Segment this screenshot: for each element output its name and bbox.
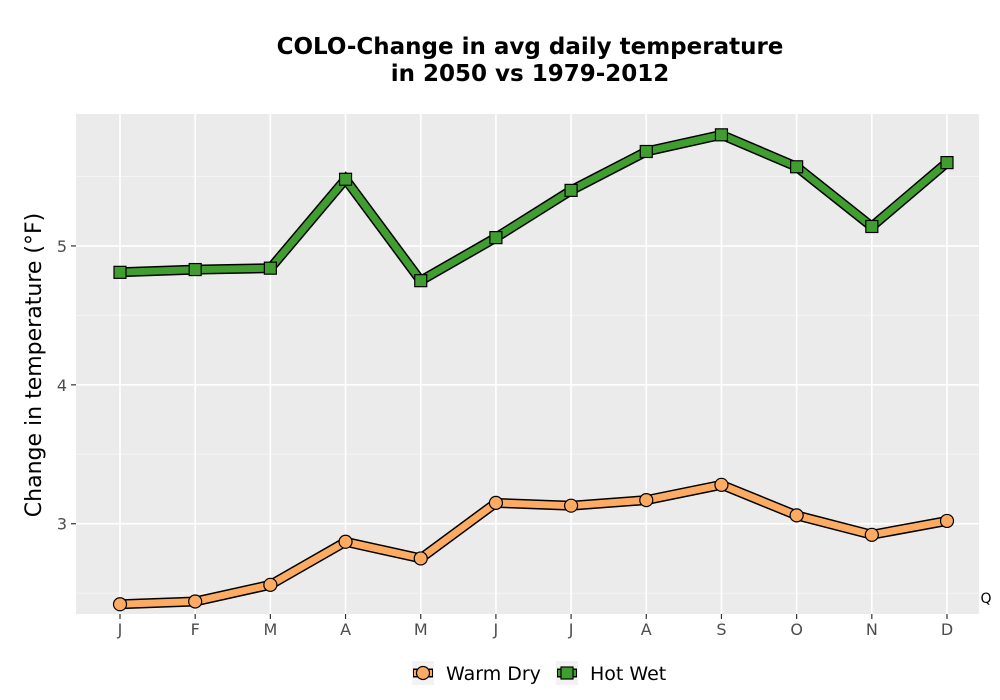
legend: Warm Dry Hot Wet [412, 661, 666, 685]
chart-title-line-2: in 2050 vs 1979-2012 [391, 61, 670, 87]
x-tick-label: J [568, 620, 574, 639]
warm-dry-point [263, 577, 278, 592]
hot-wet-point [790, 160, 804, 174]
warm-dry-point [789, 508, 804, 523]
warm-dry-point [488, 495, 504, 510]
hot-wet-point [414, 274, 428, 288]
x-tick-label: O [790, 620, 803, 639]
hot-wet-point [113, 265, 127, 279]
plot-panel [76, 114, 979, 614]
series-layer [112, 128, 955, 612]
x-tick-label: S [716, 620, 726, 639]
y-tick-label: 5 [57, 237, 67, 256]
x-tick-label: A [641, 620, 652, 639]
hot-wet-point [865, 219, 879, 234]
x-tick-label: N [866, 620, 878, 639]
y-axis: 3 4 5 [57, 237, 76, 534]
warm-dry-line [119, 481, 948, 608]
hot-wet-point [338, 172, 353, 186]
x-tick-label: J [493, 620, 499, 639]
corner-note: Q [980, 591, 991, 607]
y-tick-label: 4 [57, 376, 67, 395]
warm-dry-point [188, 594, 203, 609]
warm-dry-point [338, 534, 353, 549]
warm-dry-point [112, 597, 128, 612]
warm-dry-point [714, 477, 729, 492]
hot-wet-line [119, 131, 950, 286]
hot-wet-point [639, 144, 653, 159]
grid-lines [76, 114, 979, 614]
hot-wet-point [940, 156, 954, 170]
legend-label-hot-wet: Hot Wet [590, 663, 666, 685]
hot-wet-point [714, 128, 729, 142]
y-tick-label: 3 [57, 515, 67, 534]
hot-wet-point [263, 261, 277, 275]
hot-wet-point [564, 183, 578, 197]
y-axis-label: Change in temperature (°F) [22, 213, 47, 517]
x-tick-label: D [941, 620, 953, 639]
x-tick-label: M [414, 620, 428, 639]
x-tick-label: M [263, 620, 277, 639]
x-tick-label: A [340, 620, 351, 639]
warm-dry-point [939, 513, 955, 529]
legend-label-warm-dry: Warm Dry [446, 663, 541, 685]
x-tick-label: J [117, 620, 123, 639]
chart-title-line-1: COLO-Change in avg daily temperature [277, 34, 784, 60]
warm-dry-point [413, 551, 428, 566]
legend-key-hot-wet-marker [560, 666, 574, 680]
warm-dry-point [864, 527, 879, 542]
x-tick-label: F [191, 620, 200, 639]
hot-wet-point [489, 231, 503, 245]
hot-wet-point [188, 262, 202, 277]
warm-dry-point [639, 493, 654, 508]
legend-key-warm-dry-marker [415, 665, 431, 681]
warm-dry-point [563, 498, 579, 513]
